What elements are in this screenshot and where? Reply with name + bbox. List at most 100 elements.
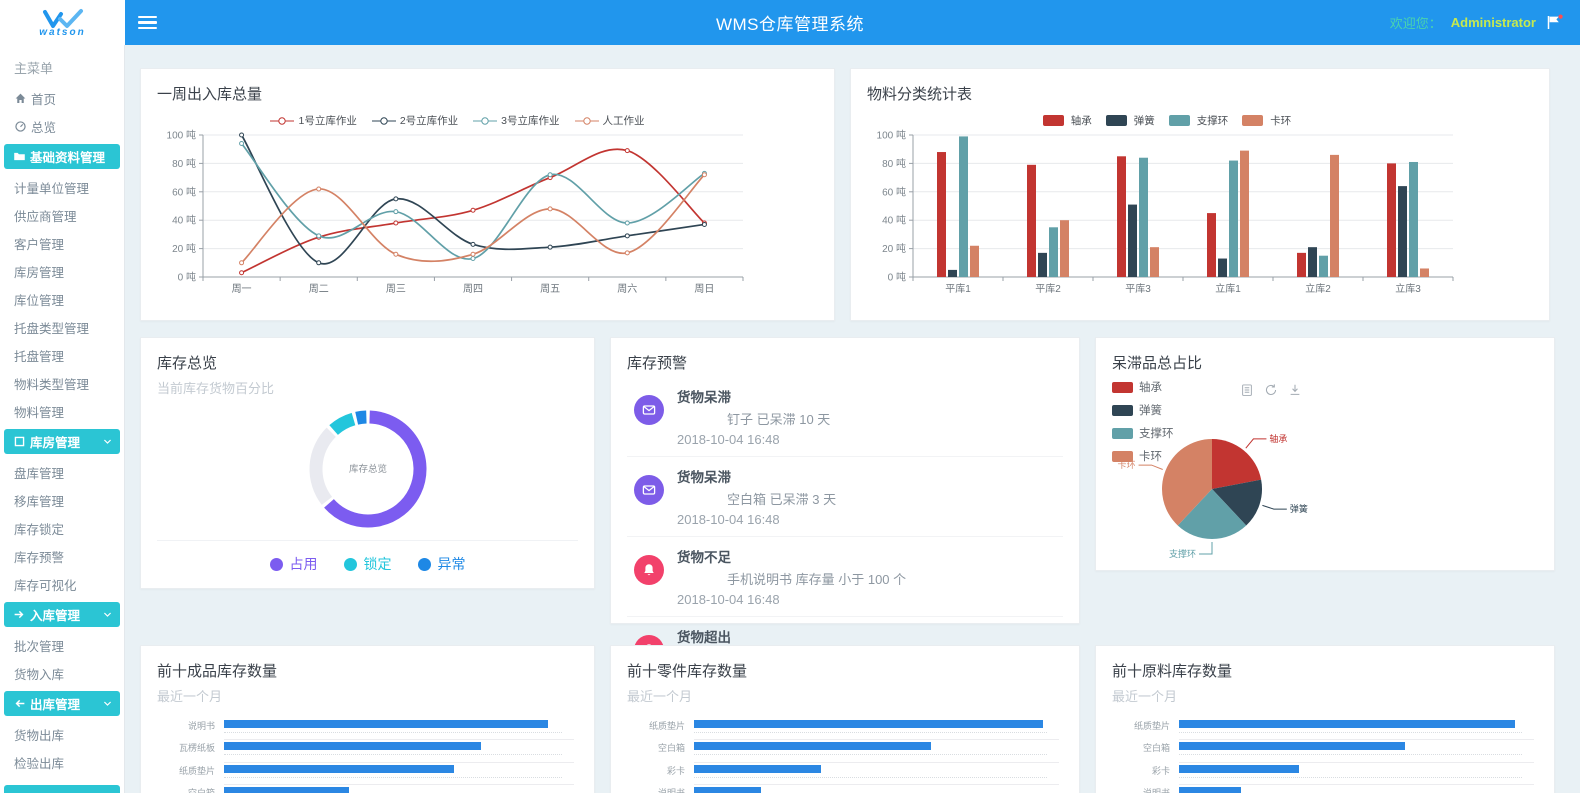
- svg-text:周六: 周六: [617, 283, 637, 295]
- sidebar-item-label: 托盘类型管理: [14, 321, 90, 336]
- sidebar-item[interactable]: 库存锁定: [0, 514, 124, 542]
- legend-item[interactable]: 轴承: [1042, 113, 1092, 128]
- svg-text:平库3: 平库3: [1125, 282, 1151, 295]
- sidebar-item[interactable]: 供应商管理: [0, 201, 124, 229]
- sidebar-item[interactable]: 移库管理: [0, 486, 124, 514]
- sidebar-item[interactable]: 货物出库: [0, 720, 124, 748]
- sidebar-item[interactable]: 入库管理: [4, 602, 120, 627]
- refresh-icon[interactable]: [1264, 383, 1278, 397]
- top-finished-goods-subtitle: 最近一个月: [157, 689, 223, 704]
- sidebar-item[interactable]: 盘库管理: [0, 458, 124, 486]
- chart-toolbox: [1240, 383, 1302, 397]
- hbar-row: 空白箱: [627, 740, 1063, 763]
- sidebar-item[interactable]: 计量单位管理: [0, 173, 124, 201]
- top-raw-materials-chart: 纸质垫片空白箱彩卡说明书: [1112, 718, 1538, 793]
- alert-item[interactable]: 货物呆滞 钉子 已呆滞 10 天 2018-10-04 16:48: [627, 377, 1063, 457]
- legend-item[interactable]: 3号立库作业: [472, 113, 560, 128]
- sidebar-item[interactable]: 货物入库: [0, 659, 124, 687]
- hbar-track: [694, 720, 1047, 728]
- hbar-category-label: 说明书: [1112, 786, 1170, 793]
- legend-item[interactable]: 轴承: [1112, 379, 1174, 395]
- sidebar-item[interactable]: 库存可视化: [0, 570, 124, 598]
- sidebar-item-label: 物料类型管理: [14, 377, 90, 392]
- hbar-category-label: 彩卡: [666, 765, 685, 776]
- svg-text:20 吨: 20 吨: [882, 242, 906, 255]
- hbar-solid-divider: [224, 761, 574, 763]
- sidebar-item[interactable]: 客户管理: [0, 229, 124, 257]
- sidebar-item[interactable]: 批次管理: [0, 631, 124, 659]
- sidebar-item-label: 出库管理: [30, 698, 81, 712]
- app-logo[interactable]: watson: [0, 0, 125, 45]
- sidebar-item[interactable]: 库存预警: [0, 542, 124, 570]
- sidebar-item-label: 物料管理: [14, 405, 65, 420]
- legend-item[interactable]: 占用: [269, 554, 318, 574]
- legend-item[interactable]: 弹簧: [1112, 402, 1174, 418]
- legend-item[interactable]: 弹簧: [1105, 113, 1155, 128]
- sidebar-item-partial[interactable]: [4, 785, 120, 793]
- menu-toggle-button[interactable]: [138, 12, 157, 32]
- hbar-dotted-divider: [224, 776, 562, 778]
- svg-text:轴承: 轴承: [1269, 433, 1287, 444]
- folder-icon: [13, 150, 26, 163]
- sidebar: 主菜单 首页 总览 基础资料管理 计量单位管理 供应商管理 客户管理 库房管理 库位管理 托盘类…: [0, 45, 125, 793]
- sidebar-item-label: 供应商管理: [14, 209, 77, 224]
- sidebar-item[interactable]: 检验出库: [0, 748, 124, 776]
- legend-item[interactable]: 2号立库作业: [371, 113, 458, 128]
- download-icon[interactable]: [1288, 383, 1302, 397]
- data-view-icon[interactable]: [1240, 383, 1254, 397]
- legend-item[interactable]: 锁定: [343, 554, 392, 574]
- hbar-bar: [694, 787, 762, 793]
- alert-body: 货物不足 手机说明书 库存量 小于 100 个 2018-10-04 16:48: [677, 546, 1061, 607]
- alert-item[interactable]: 货物不足 手机说明书 库存量 小于 100 个 2018-10-04 16:48: [627, 537, 1063, 617]
- alert-timestamp: 2018-10-04 16:48: [677, 592, 780, 607]
- svg-text:周四: 周四: [463, 283, 483, 295]
- hbar-bar: [224, 787, 350, 793]
- app-title: WMS仓库管理系统: [715, 15, 865, 34]
- material-stats-title: 物料分类统计表: [867, 86, 973, 103]
- alert-item[interactable]: 货物呆滞 空白箱 已呆滞 3 天 2018-10-04 16:48: [627, 457, 1063, 537]
- sidebar-item[interactable]: 物料管理: [0, 397, 124, 425]
- legend-item[interactable]: 1号立库作业: [269, 113, 357, 128]
- hbar-track: [224, 742, 562, 751]
- legend-item[interactable]: 异常: [417, 554, 466, 574]
- arrow-left-icon: [13, 697, 26, 710]
- hbar-solid-divider: [1179, 739, 1534, 741]
- sidebar-item[interactable]: 总览: [0, 112, 124, 140]
- hbar-category-label: 彩卡: [1151, 765, 1170, 776]
- legend-item[interactable]: 卡环: [1112, 448, 1174, 464]
- svg-text:0 吨: 0 吨: [888, 271, 906, 284]
- stagnant-pie-card: 呆滞品总占比 轴承 弹簧 支撑环 卡环 轴承 弹簧 支撑环 卡环: [1095, 337, 1555, 571]
- stagnant-pie-area: 轴承 弹簧 支撑环 卡环 轴承 弹簧 支撑环 卡环: [1112, 377, 1538, 565]
- hamburger-icon: [138, 15, 157, 19]
- svg-text:40 吨: 40 吨: [882, 214, 906, 227]
- sidebar-item-label: 基础资料管理: [30, 151, 106, 165]
- sidebar-item-label: 货物出库: [14, 728, 65, 743]
- hbar-dotted-divider: [224, 732, 562, 733]
- top-raw-materials-card: 前十原料库存数量 最近一个月 纸质垫片空白箱彩卡说明书: [1095, 645, 1555, 793]
- hbar-solid-divider: [694, 761, 1059, 763]
- legend-item[interactable]: 卡环: [1242, 113, 1291, 128]
- hbar-track: [1179, 787, 1522, 793]
- username[interactable]: Administrator: [1450, 15, 1536, 30]
- top-finished-goods-chart: 说明书瓦楞纸板纸质垫片空白箱: [157, 718, 578, 793]
- sidebar-item[interactable]: 托盘管理: [0, 341, 124, 369]
- sidebar-item[interactable]: 库房管理: [0, 257, 124, 285]
- legend-item[interactable]: 人工作业: [574, 113, 645, 128]
- sidebar-item[interactable]: 库房管理: [4, 429, 120, 454]
- sidebar-item[interactable]: 基础资料管理: [4, 144, 120, 169]
- sidebar-item[interactable]: 物料类型管理: [0, 369, 124, 397]
- sidebar-item[interactable]: 首页: [0, 84, 124, 112]
- svg-text:立库1: 立库1: [1215, 282, 1241, 295]
- notification-flag-icon[interactable]: [1545, 14, 1564, 31]
- svg-text:立库2: 立库2: [1305, 282, 1331, 295]
- legend-item[interactable]: 支撑环: [1112, 425, 1174, 441]
- warehouse-icon: [13, 435, 26, 448]
- bell-icon: [634, 555, 664, 585]
- hbar-dotted-divider: [224, 754, 562, 756]
- legend-item[interactable]: 支撑环: [1168, 113, 1228, 128]
- sidebar-item[interactable]: 库位管理: [0, 285, 124, 313]
- sidebar-item[interactable]: 托盘类型管理: [0, 313, 124, 341]
- menu-section-label: 主菜单: [14, 61, 54, 76]
- sidebar-item-label: 库存可视化: [14, 578, 77, 593]
- sidebar-item[interactable]: 出库管理: [4, 691, 120, 716]
